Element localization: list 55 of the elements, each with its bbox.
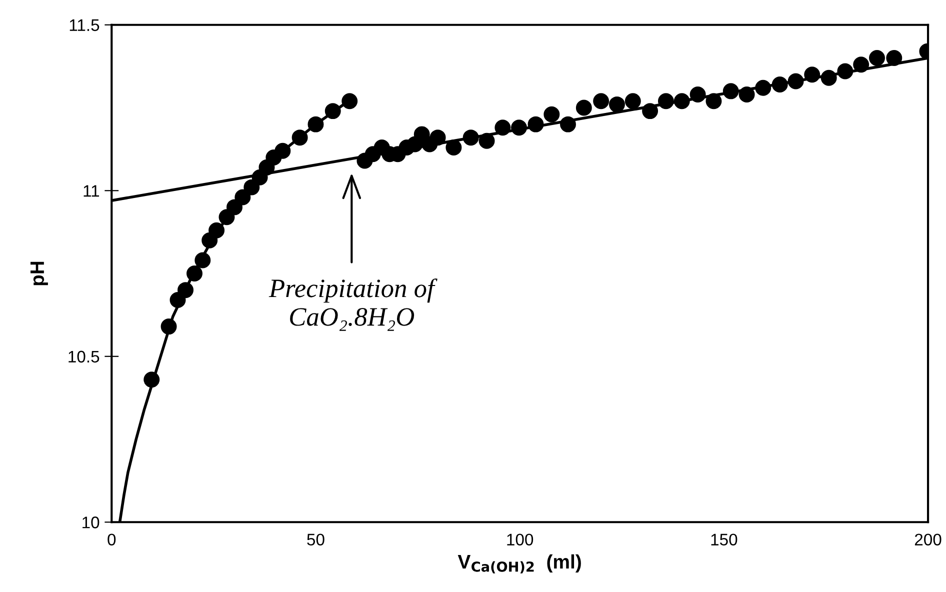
point	[642, 103, 658, 120]
y-tick-label: 11.5	[70, 19, 100, 32]
y-tick-label: 11	[84, 185, 100, 197]
point	[324, 103, 341, 120]
point	[446, 140, 462, 156]
point	[837, 63, 854, 80]
point	[160, 318, 177, 335]
point	[869, 50, 885, 66]
y-tick-label: 10	[82, 516, 100, 528]
point	[308, 116, 324, 132]
y-tick-label: 10.5	[68, 350, 100, 363]
x-tick-label: 200	[914, 534, 942, 546]
point	[722, 83, 739, 100]
point	[593, 93, 610, 110]
point	[144, 372, 160, 388]
point	[608, 96, 625, 112]
annotation: Precipitation of CaO₂.8H₂O	[268, 278, 438, 331]
point	[430, 130, 446, 146]
point	[186, 266, 202, 282]
x-axis-title: V$_{Ca(OH)2}$ (ml)	[458, 554, 581, 574]
point	[738, 86, 755, 102]
point	[528, 116, 544, 132]
point	[274, 142, 291, 159]
point	[208, 222, 225, 238]
point	[462, 130, 479, 146]
point	[772, 76, 788, 93]
point	[178, 282, 194, 298]
point	[658, 93, 674, 110]
point	[804, 66, 820, 83]
point	[342, 93, 358, 110]
point	[234, 189, 251, 206]
point	[194, 252, 211, 268]
point	[478, 132, 495, 149]
point	[560, 116, 576, 132]
x-tick-label: 100	[507, 534, 534, 546]
point	[674, 93, 690, 110]
point	[544, 106, 560, 122]
point	[706, 93, 722, 110]
point	[820, 70, 837, 86]
point	[886, 50, 902, 66]
point	[226, 199, 242, 216]
x-tick-label: 0	[108, 534, 116, 546]
point	[576, 100, 592, 116]
x-tick-label: 50	[307, 534, 324, 546]
point	[494, 120, 511, 136]
y-axis-title: pH	[30, 262, 48, 286]
point	[853, 56, 870, 73]
point	[690, 86, 706, 102]
point	[292, 130, 308, 146]
point	[624, 93, 641, 110]
x-tick-label: 150	[711, 534, 738, 546]
point	[788, 73, 804, 90]
point	[755, 80, 772, 96]
point	[244, 179, 260, 196]
point	[511, 120, 527, 136]
